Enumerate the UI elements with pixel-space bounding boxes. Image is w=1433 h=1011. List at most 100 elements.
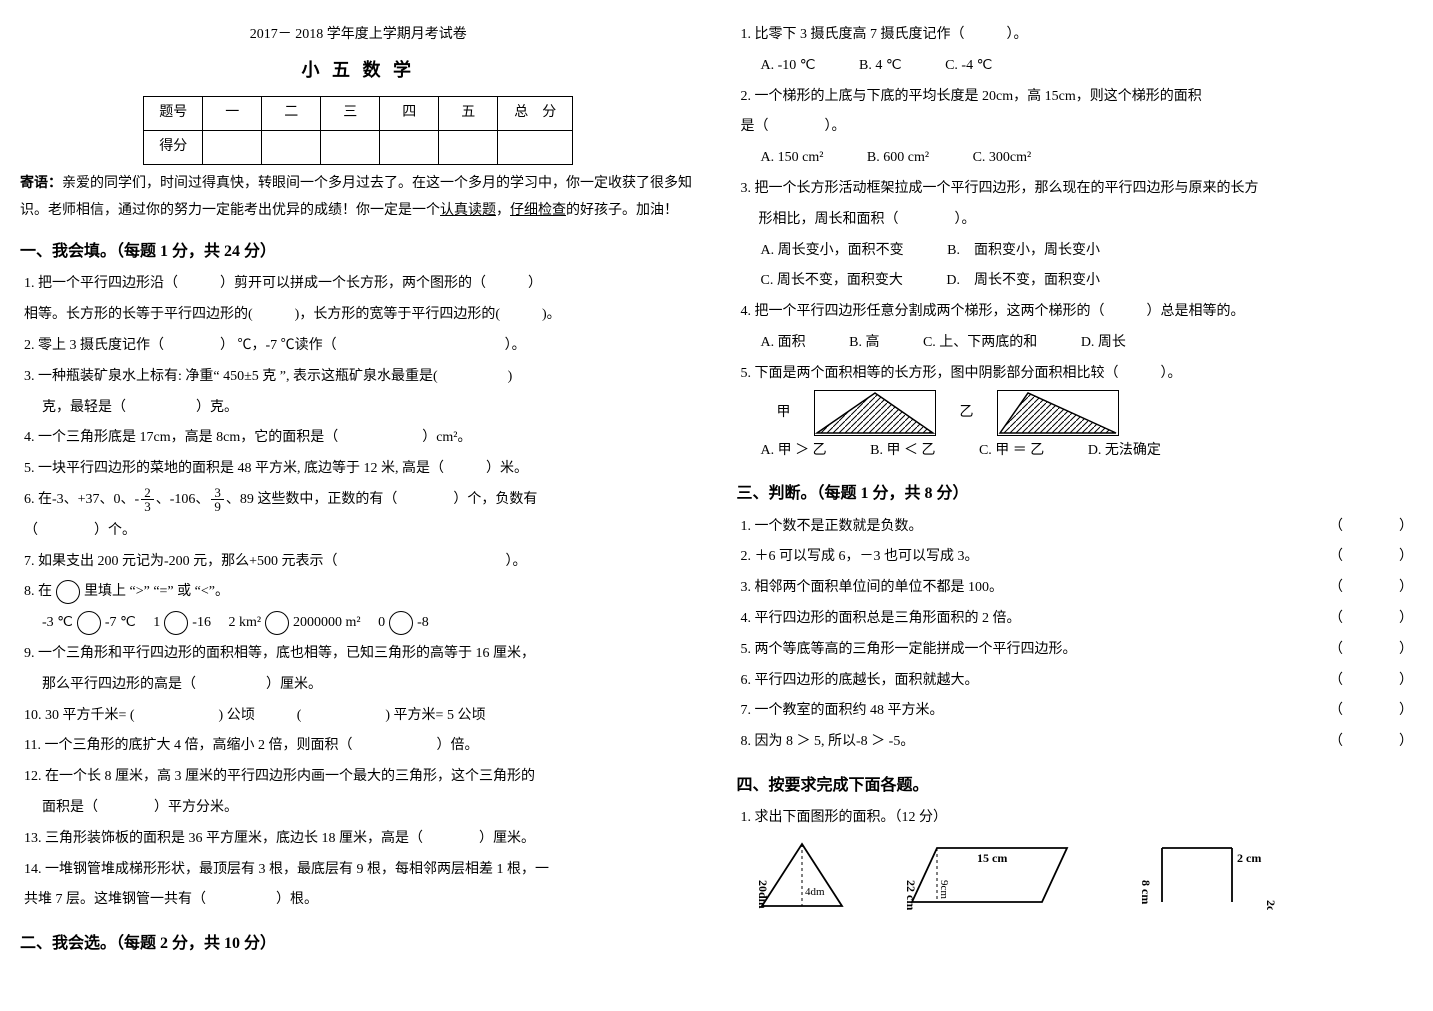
- s2q2-C: C. 300cm²: [973, 143, 1032, 174]
- score-row-values: 得分: [144, 131, 573, 165]
- label-yi: 乙: [960, 405, 974, 420]
- paren: （ ）: [1329, 573, 1413, 604]
- s1q1a: 1. 把一个平行四边形沿（ ）剪开可以拼成一个长方形，两个图形的（ ）: [24, 269, 697, 300]
- s1q10: 10. 30 平方千米= ( ) 公顷 ( ) 平方米= 5 公顷: [24, 701, 697, 732]
- td-s4: [380, 131, 439, 165]
- s2q3a: 3. 把一个长方形活动框架拉成一个平行四边形，那么现在的平行四边形与原来的长方: [741, 174, 1414, 205]
- s1q5: 5. 一块平行四边形的菜地的面积是 48 平方米, 底边等于 12 米, 高是（…: [24, 454, 697, 485]
- shape-trapezoid: 8 cm 2 cm 2cm: [1137, 840, 1287, 923]
- rect-yi: [997, 390, 1119, 436]
- preface-tail: 的好孩子。加油！: [566, 203, 678, 218]
- td-score-label: 得分: [144, 131, 203, 165]
- td-total: [498, 131, 573, 165]
- s2q2-B: B. 600 cm²: [867, 143, 929, 174]
- trap-bottom-label: 2cm: [1264, 900, 1278, 910]
- sec1-title: 一、我会填。（每题 1 分，共 24 分）: [20, 234, 697, 269]
- q8-i0: -3 ℃: [42, 615, 73, 630]
- th-col0: 题号: [144, 97, 203, 131]
- s3q1: 1. 一个数不是正数就是负数。（ ）: [741, 512, 1414, 543]
- s2q5: 5. 下面是两个面积相等的长方形，图中阴影部分面积相比较（ ）。: [741, 359, 1414, 390]
- s2q4: 4. 把一个平行四边形任意分割成两个梯形，这两个梯形的（ ）总是相等的。: [741, 297, 1414, 328]
- hatch-jia-icon: [815, 391, 935, 435]
- s3q1-text: 1. 一个数不是正数就是负数。: [741, 519, 923, 534]
- score-table: 题号 一 二 三 四 五 总 分 得分: [143, 96, 573, 165]
- preface-u1: 认真读题: [440, 203, 496, 218]
- s1q14a: 14. 一堆钢管堆成梯形形状，最顶层有 3 根，最底层有 9 根，每相邻两层相差…: [24, 855, 697, 886]
- s1q8-row: -3 ℃-7 ℃ 1-16 2 km²2000000 m² 0-8: [42, 608, 697, 639]
- q8-i3: -16: [192, 615, 211, 630]
- s2q3-C: C. 周长不变，面积变大: [761, 266, 903, 297]
- s2q1-C: C. -4 ℃: [945, 51, 992, 82]
- frac2-num: 3: [211, 486, 224, 500]
- trapezoid-icon: 8 cm 2 cm 2cm: [1137, 840, 1287, 910]
- th-total: 总 分: [498, 97, 573, 131]
- para-top-label: 15 cm: [977, 851, 1007, 865]
- s2q3-A: A. 周长变小，面积不变: [761, 236, 904, 267]
- s1q11: 11. 一个三角形的底扩大 4 倍，高缩小 2 倍，则面积（ ）倍。: [24, 731, 697, 762]
- parallelogram-icon: 22 cm 9cm 15 cm: [907, 840, 1077, 910]
- s1q2: 2. 零上 3 摄氏度记作（ ） ℃，-7 ℃读作（ ）。: [24, 331, 697, 362]
- q8-i5: 2000000 m²: [293, 615, 361, 630]
- s2q5-opts: A. 甲 ＞ 乙 B. 甲 ＜ 乙 C. 甲 ＝ 乙 D. 无法确定: [761, 436, 1414, 467]
- s2q2a: 2. 一个梯形的上底与下底的平均长度是 20cm，高 15cm，则这个梯形的面积: [741, 82, 1414, 113]
- left-column: 2017－ 2018 学年度上学期月考试卷 小 五 数 学 题号 一 二 三 四…: [20, 20, 697, 961]
- s1q12b: 面积是（ ）平方分米。: [42, 793, 697, 824]
- hatch-yi-icon: [998, 391, 1118, 435]
- exam-line: 2017－ 2018 学年度上学期月考试卷: [20, 20, 697, 51]
- s3q3: 3. 相邻两个面积单位间的单位不都是 100。（ ）: [741, 573, 1414, 604]
- s3q4: 4. 平行四边形的面积总是三角形面积的 2 倍。（ ）: [741, 604, 1414, 635]
- s2q1: 1. 比零下 3 摄氏度高 7 摄氏度记作（ ）。: [741, 20, 1414, 51]
- preface-lead: 寄语：: [20, 176, 62, 191]
- paren: （ ）: [1329, 666, 1413, 697]
- para-h-label: 9cm: [938, 880, 950, 899]
- score-row-header: 题号 一 二 三 四 五 总 分: [144, 97, 573, 131]
- s2q1-opts: A. -10 ℃ B. 4 ℃ C. -4 ℃: [761, 51, 1414, 82]
- frac2-den: 9: [211, 500, 224, 513]
- s1q6b: 、-106、: [156, 492, 210, 507]
- s2q1-B: B. 4 ℃: [859, 51, 902, 82]
- th-col3: 三: [321, 97, 380, 131]
- s2q2-A: A. 150 cm²: [761, 143, 824, 174]
- s1q14b: 共堆 7 层。这堆钢管一共有（ ）根。: [24, 885, 697, 916]
- sec3-list: 1. 一个数不是正数就是负数。（ ） 2. ＋6 可以写成 6，－3 也可以写成…: [737, 512, 1414, 758]
- subject-title: 小 五 数 学: [20, 51, 697, 91]
- s2q4-D: D. 周长: [1081, 328, 1126, 359]
- s3q5-text: 5. 两个等底等高的三角形一定能拼成一个平行四边形。: [741, 642, 1077, 657]
- sec3-title: 三、判断。（每题 1 分，共 8 分）: [737, 476, 1414, 511]
- s3q2: 2. ＋6 可以写成 6，－3 也可以写成 3。（ ）: [741, 542, 1414, 573]
- paren: （ ）: [1329, 696, 1413, 727]
- s2q3b: 形相比，周长和面积（ ）。: [759, 205, 1414, 236]
- q8-i7: -8: [417, 615, 429, 630]
- shape-triangle: 20dm 4dm: [757, 840, 847, 923]
- frac-1: 23: [141, 486, 154, 513]
- s1q9a: 9. 一个三角形和平行四边形的面积相等，底也相等，已知三角形的高等于 16 厘米…: [24, 639, 697, 670]
- s4q1: 1. 求出下面图形的面积。（12 分）: [741, 803, 1414, 834]
- q8-i6: 0: [378, 615, 385, 630]
- paren: （ ）: [1329, 727, 1413, 758]
- circle-icon: [77, 611, 101, 635]
- s2q2-opts: A. 150 cm² B. 600 cm² C. 300cm²: [761, 143, 1414, 174]
- label-jia: 甲: [777, 405, 791, 420]
- triangle-icon: 20dm 4dm: [757, 840, 847, 910]
- s1q4: 4. 一个三角形底是 17cm，高是 8cm，它的面积是（ ）cm²。: [24, 423, 697, 454]
- s2q5-figs: 甲 乙: [777, 390, 1414, 436]
- right-column: 1. 比零下 3 摄氏度高 7 摄氏度记作（ ）。 A. -10 ℃ B. 4 …: [737, 20, 1414, 961]
- s1q12a: 12. 在一个长 8 厘米，高 3 厘米的平行四边形内画一个最大的三角形，这个三…: [24, 762, 697, 793]
- shapes-row: 20dm 4dm 22 cm 9cm 15 cm 8 cm 2 cm 2cm: [757, 840, 1414, 923]
- s3q7-text: 7. 一个教室的面积约 48 平方米。: [741, 703, 944, 718]
- circle-icon: [56, 580, 80, 604]
- th-col5: 五: [439, 97, 498, 131]
- s3q8-text: 8. 因为 8 ＞ 5, 所以-8 ＞ -5。: [741, 734, 915, 749]
- s1q6a: 6. 在-3、+37、0、-: [24, 492, 139, 507]
- s1q8: 8. 在里填上 “>” “=” 或 “<”。: [24, 577, 697, 608]
- s3q8: 8. 因为 8 ＞ 5, 所以-8 ＞ -5。 （ ）: [741, 727, 1414, 758]
- paren: （ ）: [1329, 604, 1413, 635]
- s2q5-C: C. 甲 ＝ 乙: [979, 436, 1044, 467]
- frac1-den: 3: [141, 500, 154, 513]
- s1q6: 6. 在-3、+37、0、-23、-106、39、89 这些数中，正数的有（ ）…: [24, 485, 697, 516]
- s2q3-B: B. 面积变小，周长变小: [947, 236, 1100, 267]
- s2q2b: 是（ ）。: [741, 112, 1414, 143]
- td-s2: [262, 131, 321, 165]
- paren: （ ）: [1329, 635, 1413, 666]
- sec2-title: 二、我会选。（每题 2 分，共 10 分）: [20, 926, 697, 961]
